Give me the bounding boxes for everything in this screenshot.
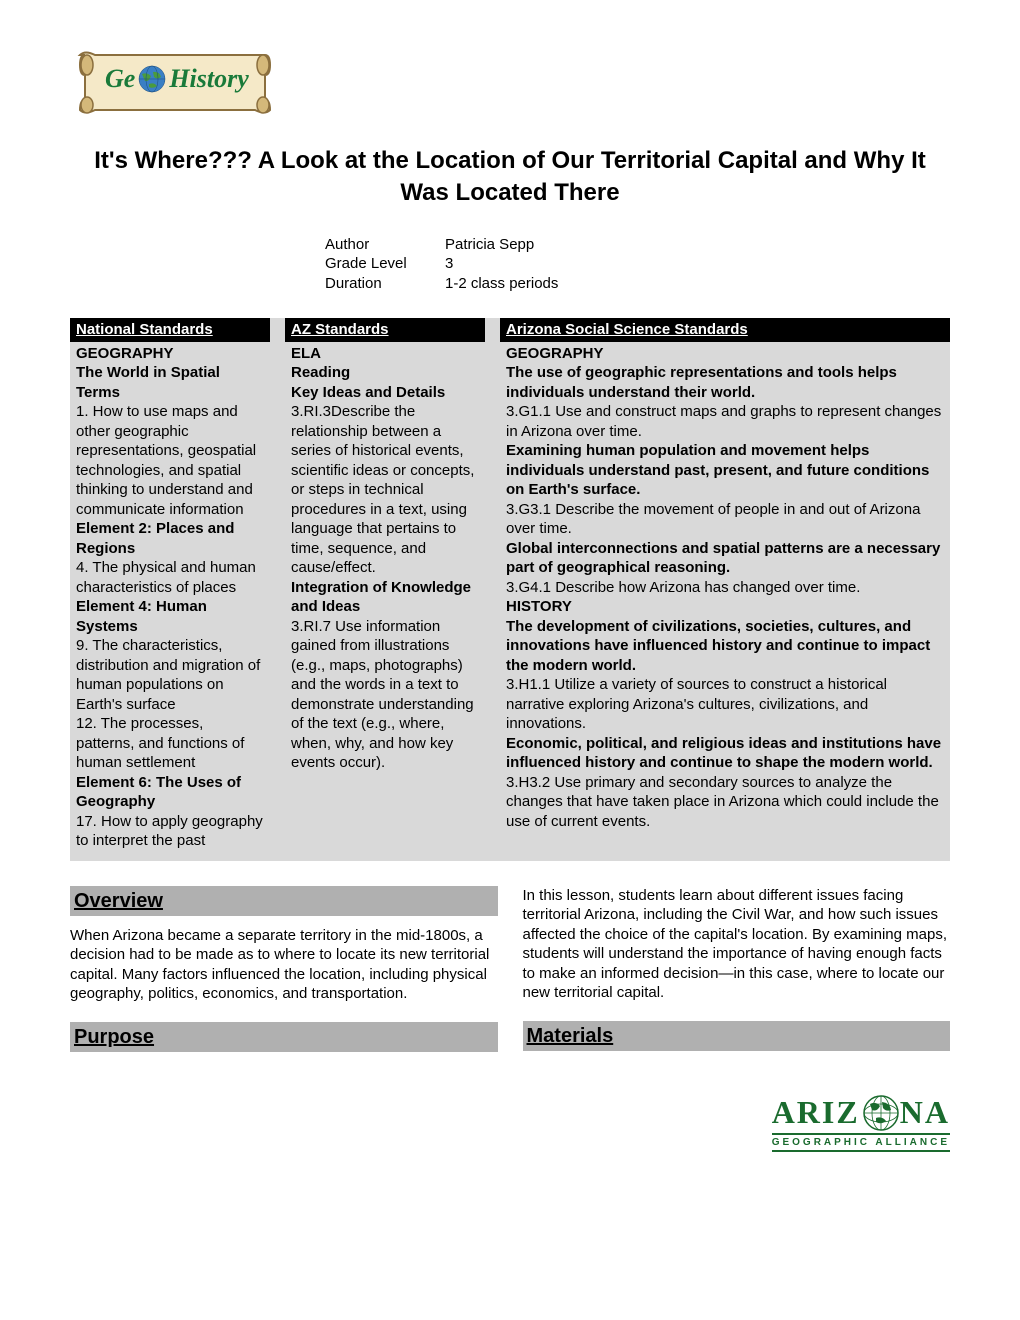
- standards-line: Reading: [291, 363, 479, 383]
- standards-grid: National Standards GEOGRAPHYThe World in…: [70, 318, 950, 861]
- standards-line: 3.RI.3Describe the relationship between …: [291, 402, 479, 578]
- standards-line: 3.H3.2 Use primary and secondary sources…: [506, 773, 944, 832]
- standards-line: Key Ideas and Details: [291, 383, 479, 403]
- standards-line: 3.H1.1 Utilize a variety of sources to c…: [506, 675, 944, 734]
- standards-line: 3.G3.1 Describe the movement of people i…: [506, 500, 944, 539]
- standards-line: The use of geographic representations an…: [506, 363, 944, 402]
- geohistory-logo: Ge History: [70, 40, 280, 120]
- logo-prefix: Ge: [105, 62, 135, 96]
- author-value: Patricia Sepp: [445, 235, 695, 255]
- standards-line: Economic, political, and religious ideas…: [506, 734, 944, 773]
- standards-line: The development of civilizations, societ…: [506, 617, 944, 676]
- az-social-science-header: Arizona Social Science Standards: [500, 318, 950, 342]
- standards-line: 12. The processes, patterns, and functio…: [76, 714, 264, 773]
- duration-label: Duration: [325, 274, 445, 294]
- materials-header: Materials: [523, 1021, 951, 1051]
- content-columns: Overview When Arizona became a separate …: [70, 886, 950, 1062]
- footer-logo: ARIZ NA GEOGRAPHIC ALLIANCE: [70, 1092, 950, 1153]
- standards-line: 9. The characteristics, distribution and…: [76, 636, 264, 714]
- overview-header: Overview: [70, 886, 498, 916]
- meta-table: Author Patricia Sepp Grade Level 3 Durat…: [325, 235, 695, 294]
- standards-line: HISTORY: [506, 597, 944, 617]
- left-content-col: Overview When Arizona became a separate …: [70, 886, 498, 1062]
- standards-line: 3.G4.1 Describe how Arizona has changed …: [506, 578, 944, 598]
- standards-line: 17. How to apply geography to interpret …: [76, 812, 264, 851]
- overview-text: When Arizona became a separate territory…: [70, 926, 498, 1004]
- standards-line: GEOGRAPHY: [76, 344, 264, 364]
- standards-line: 3.RI.7 Use information gained from illus…: [291, 617, 479, 773]
- az-standards-body: ELAReadingKey Ideas and Details3.RI.3Des…: [285, 342, 485, 783]
- footer-main1: ARIZ: [772, 1092, 860, 1134]
- standards-line: ELA: [291, 344, 479, 364]
- duration-value: 1-2 class periods: [445, 274, 695, 294]
- standards-line: Element 4: Human Systems: [76, 597, 264, 636]
- globe-icon: [137, 64, 167, 94]
- standards-line: The World in Spatial Terms: [76, 363, 264, 402]
- national-standards-col: National Standards GEOGRAPHYThe World in…: [70, 318, 270, 861]
- national-standards-header: National Standards: [70, 318, 270, 342]
- purpose-header: Purpose: [70, 1022, 498, 1052]
- page-title: It's Where??? A Look at the Location of …: [70, 145, 950, 210]
- logo-suffix: History: [169, 62, 248, 96]
- standards-line: Element 2: Places and Regions: [76, 519, 264, 558]
- standards-line: 4. The physical and human characteristic…: [76, 558, 264, 597]
- footer-globe-icon: [862, 1094, 900, 1132]
- standards-line: Examining human population and movement …: [506, 441, 944, 500]
- az-standards-col: AZ Standards ELAReadingKey Ideas and Det…: [285, 318, 485, 861]
- standards-line: 1. How to use maps and other geographic …: [76, 402, 264, 519]
- author-label: Author: [325, 235, 445, 255]
- right-content-col: In this lesson, students learn about dif…: [523, 886, 951, 1062]
- footer-main2: NA: [900, 1092, 950, 1134]
- lesson-text: In this lesson, students learn about dif…: [523, 886, 951, 1003]
- az-standards-header: AZ Standards: [285, 318, 485, 342]
- grade-label: Grade Level: [325, 254, 445, 274]
- standards-line: GEOGRAPHY: [506, 344, 944, 364]
- footer-sub: GEOGRAPHIC ALLIANCE: [772, 1133, 950, 1152]
- national-standards-body: GEOGRAPHYThe World in Spatial Terms1. Ho…: [70, 342, 270, 861]
- az-social-science-body: GEOGRAPHYThe use of geographic represent…: [500, 342, 950, 842]
- standards-line: 3.G1.1 Use and construct maps and graphs…: [506, 402, 944, 441]
- standards-line: Integration of Knowledge and Ideas: [291, 578, 479, 617]
- az-social-science-col: Arizona Social Science Standards GEOGRAP…: [500, 318, 950, 861]
- grade-value: 3: [445, 254, 695, 274]
- standards-line: Element 6: The Uses of Geography: [76, 773, 264, 812]
- standards-line: Global interconnections and spatial patt…: [506, 539, 944, 578]
